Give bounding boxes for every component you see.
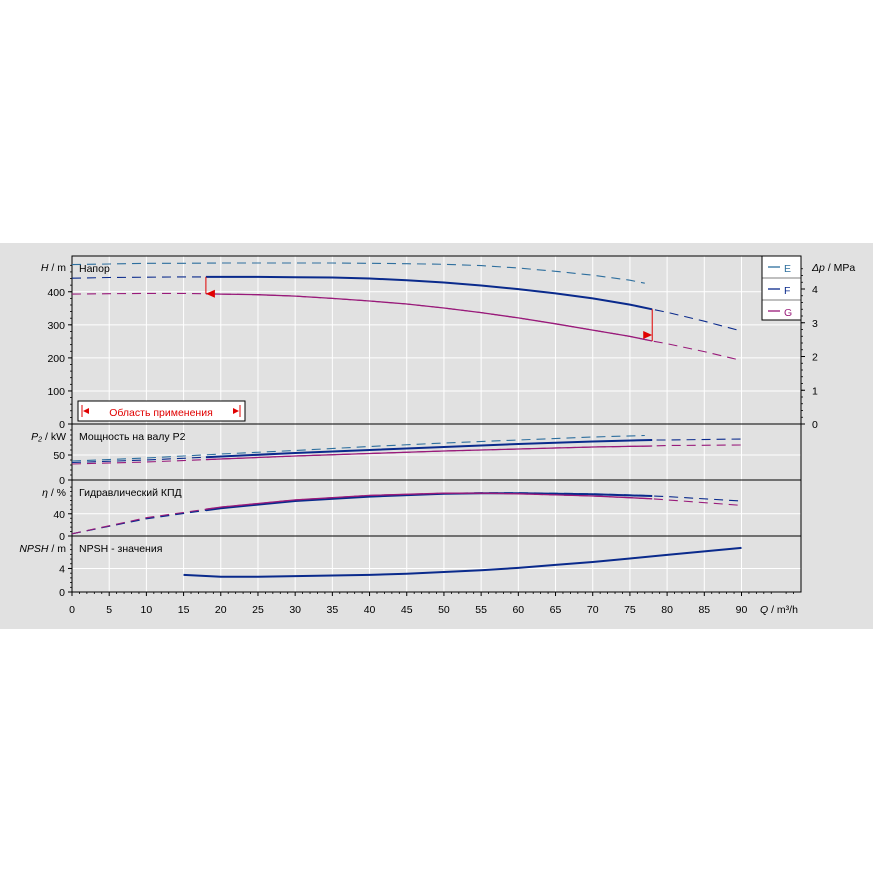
pump-curve-chart: 0 100 200 300 400 H / m Напор 0 1 2 3 4 Δp / MPa Обла… — [0, 243, 873, 629]
y-axis-unit: / % — [48, 487, 66, 499]
x-tick-label: 0 — [69, 604, 75, 616]
legend-box — [761, 255, 802, 321]
range-label-box — [77, 400, 246, 422]
panel-title-npsh: NPSH - значения — [79, 543, 162, 555]
x-tick-label: 60 — [512, 604, 524, 616]
range-label-arrow-right — [233, 408, 239, 414]
x-tick-label: 85 — [698, 604, 710, 616]
right-axis-symbol: Δp — [811, 262, 825, 274]
x-tick-label: 30 — [289, 604, 301, 616]
x-tick-label: 35 — [327, 604, 339, 616]
x-tick-label: 25 — [252, 604, 264, 616]
x-tick-label: 50 — [438, 604, 450, 616]
y-tick-label: 0 — [59, 587, 65, 599]
x-axis-symbol: Q — [760, 604, 768, 616]
series-npsh-F-solid — [183, 546, 742, 578]
series-power-G-dashed — [71, 444, 742, 465]
y-tick-label: 4 — [59, 563, 65, 575]
x-tick-label: 20 — [215, 604, 227, 616]
y-axis-symbol: η — [42, 487, 48, 499]
y-axis-unit: / kW — [42, 431, 66, 443]
right-axis-unit: / MPa — [825, 262, 856, 274]
x-tick-label: 70 — [587, 604, 599, 616]
x-axis-unit: / m³/h — [768, 604, 798, 616]
series-head-G-solid — [205, 293, 653, 342]
x-tick-label: 10 — [141, 604, 153, 616]
series-power-E-dashed — [71, 434, 645, 462]
x-tick-label: 75 — [624, 604, 636, 616]
x-tick-label: 45 — [401, 604, 413, 616]
y-axis-label-power: P₂ / kW — [31, 431, 66, 443]
range-left-arrow — [205, 289, 215, 298]
y-axis-unit: / m — [49, 543, 67, 555]
x-tick-label: 80 — [661, 604, 673, 616]
right-tick-label: 1 — [812, 385, 818, 397]
right-tick-label: 3 — [812, 318, 818, 330]
y-axis-symbol: P₂ — [31, 431, 42, 443]
panel-title-head: Напор — [79, 263, 110, 275]
right-axis-label: Δp / MPa — [811, 262, 855, 274]
y-tick-label: 0 — [59, 531, 65, 543]
right-tick-label: 0 — [812, 419, 818, 431]
x-tick-label: 15 — [178, 604, 190, 616]
range-right-arrow — [643, 331, 653, 340]
y-tick-label: 300 — [47, 320, 65, 332]
series-head-F-solid — [205, 275, 653, 311]
range-label-text: Область применения — [109, 407, 213, 419]
legend-label-G: G — [784, 307, 792, 319]
y-tick-label: 200 — [47, 353, 65, 365]
y-axis-label-npsh: NPSH / m — [19, 543, 66, 555]
y-axis-symbol: H — [41, 262, 49, 274]
y-tick-label: 40 — [53, 509, 65, 521]
panel-frame-npsh — [71, 535, 802, 593]
series-npsh-F-dashed — [183, 547, 742, 578]
y-tick-label: 0 — [59, 475, 65, 487]
x-tick-label: 40 — [364, 604, 376, 616]
series-power-F-dashed — [71, 438, 742, 464]
series-power-F-solid — [205, 439, 653, 459]
series-efficiency-G-solid — [205, 492, 653, 510]
range-label-arrow-left — [83, 408, 89, 414]
right-tick-label: 4 — [812, 284, 818, 296]
y-tick-label: 0 — [59, 419, 65, 431]
y-tick-label: 50 — [53, 450, 65, 462]
x-tick-label: 65 — [550, 604, 562, 616]
x-tick-label: 5 — [106, 604, 112, 616]
legend-label-F: F — [784, 285, 790, 297]
right-tick-label: 2 — [812, 352, 818, 364]
x-axis-label: Q / m³/h — [760, 604, 798, 616]
series-power-G-solid — [205, 445, 653, 461]
y-tick-label: 100 — [47, 386, 65, 398]
legend-label-E: E — [784, 263, 791, 275]
y-axis-unit: / m — [49, 262, 67, 274]
x-tick-label: 90 — [736, 604, 748, 616]
y-axis-label-efficiency: η / % — [42, 487, 66, 499]
x-tick-label: 55 — [475, 604, 487, 616]
panel-title-efficiency: Гидравлический КПД — [79, 487, 182, 499]
series-head-E-dashed — [71, 262, 645, 284]
y-axis-symbol: NPSH — [19, 543, 49, 555]
panel-title-power: Мощность на валу P2 — [79, 431, 186, 443]
y-tick-label: 400 — [47, 287, 65, 299]
y-axis-label-head: H / m — [41, 262, 66, 274]
